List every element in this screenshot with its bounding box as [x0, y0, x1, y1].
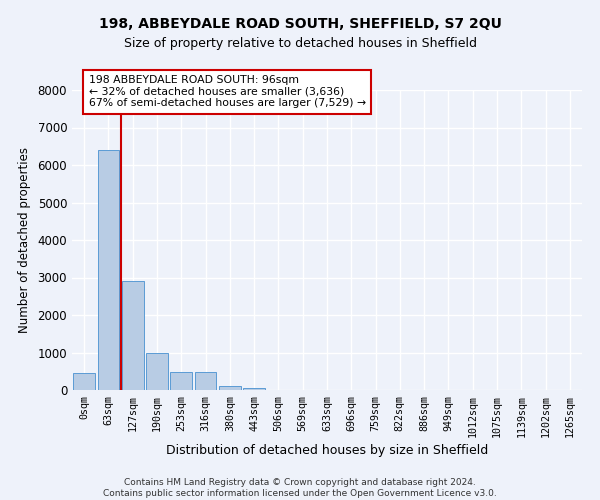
X-axis label: Distribution of detached houses by size in Sheffield: Distribution of detached houses by size …	[166, 444, 488, 457]
Bar	[170, 372, 192, 390]
Text: 198 ABBEYDALE ROAD SOUTH: 96sqm
← 32% of detached houses are smaller (3,636)
67%: 198 ABBEYDALE ROAD SOUTH: 96sqm ← 32% of…	[89, 75, 365, 108]
Bar	[73, 373, 95, 390]
Bar	[243, 388, 265, 390]
Bar	[219, 386, 241, 390]
Bar	[194, 372, 217, 390]
Bar	[122, 281, 143, 390]
Text: Contains HM Land Registry data © Crown copyright and database right 2024.
Contai: Contains HM Land Registry data © Crown c…	[103, 478, 497, 498]
Bar	[146, 352, 168, 390]
Y-axis label: Number of detached properties: Number of detached properties	[17, 147, 31, 333]
Text: 198, ABBEYDALE ROAD SOUTH, SHEFFIELD, S7 2QU: 198, ABBEYDALE ROAD SOUTH, SHEFFIELD, S7…	[98, 18, 502, 32]
Text: Size of property relative to detached houses in Sheffield: Size of property relative to detached ho…	[124, 38, 476, 51]
Bar	[97, 150, 119, 390]
